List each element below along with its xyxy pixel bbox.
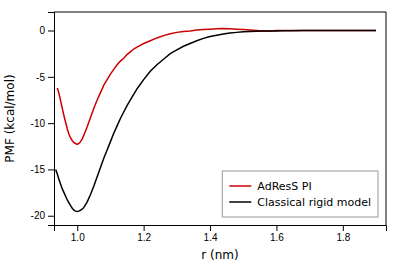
tick: -15 (31, 164, 54, 175)
legend-swatch (229, 201, 251, 203)
tick: -5 (36, 72, 54, 83)
plot: 1.0 1.2 1.4 1.6 1.8 0 -5 -10 -15 -20 AdResS PI Clas… (31, 12, 387, 243)
axis-line (48, 13, 55, 226)
series-line (57, 28, 376, 144)
tick-mark (276, 225, 277, 231)
tick-mark (48, 169, 54, 170)
tick: 1.8 (336, 225, 350, 243)
legend-label: AdResS PI (257, 180, 311, 193)
tick-mark (48, 216, 54, 217)
tick: 1.2 (137, 225, 151, 243)
x-axis-title: r (nm) (201, 248, 238, 262)
chart: 1.0 1.2 1.4 1.6 1.8 0 -5 -10 -15 -20 AdResS PI Clas… (0, 0, 400, 265)
tick-label: 1.8 (336, 232, 350, 243)
legend-item: Classical rigid model (229, 196, 371, 209)
tick-label: 1.2 (137, 232, 151, 243)
tick-mark (48, 77, 54, 78)
tick: 1.0 (71, 225, 85, 243)
tick-mark (77, 225, 78, 231)
tick-label: 1.0 (71, 232, 85, 243)
tick: 1.6 (270, 225, 284, 243)
tick-mark (48, 123, 54, 124)
axis-line (55, 226, 387, 232)
tick-label: 0 (39, 25, 45, 36)
tick: -10 (31, 118, 54, 129)
x-axis: 1.0 1.2 1.4 1.6 1.8 (55, 225, 387, 243)
frame (386, 12, 387, 225)
tick-mark (48, 31, 54, 32)
tick-mark (343, 225, 344, 231)
legend: AdResS PI Classical rigid model (222, 171, 378, 217)
tick-mark (210, 225, 211, 231)
legend-swatch (229, 185, 251, 187)
tick-label: -10 (31, 118, 46, 129)
tick: 0 (39, 25, 54, 36)
legend-frame (222, 171, 378, 217)
tick-mark (144, 225, 145, 231)
tick-label: -5 (36, 72, 45, 83)
tick-label: -20 (31, 210, 46, 221)
y-axis: 0 -5 -10 -15 -20 (31, 13, 55, 226)
tick: -20 (31, 210, 54, 221)
frame (54, 12, 386, 13)
tick-label: 1.4 (204, 232, 218, 243)
legend-label: Classical rigid model (257, 196, 371, 209)
y-axis-title: PMF (kcal/mol) (3, 74, 17, 162)
tick-label: 1.6 (270, 232, 284, 243)
tick: 1.4 (204, 225, 218, 243)
legend-item: AdResS PI (229, 180, 311, 193)
tick-label: -15 (31, 164, 46, 175)
